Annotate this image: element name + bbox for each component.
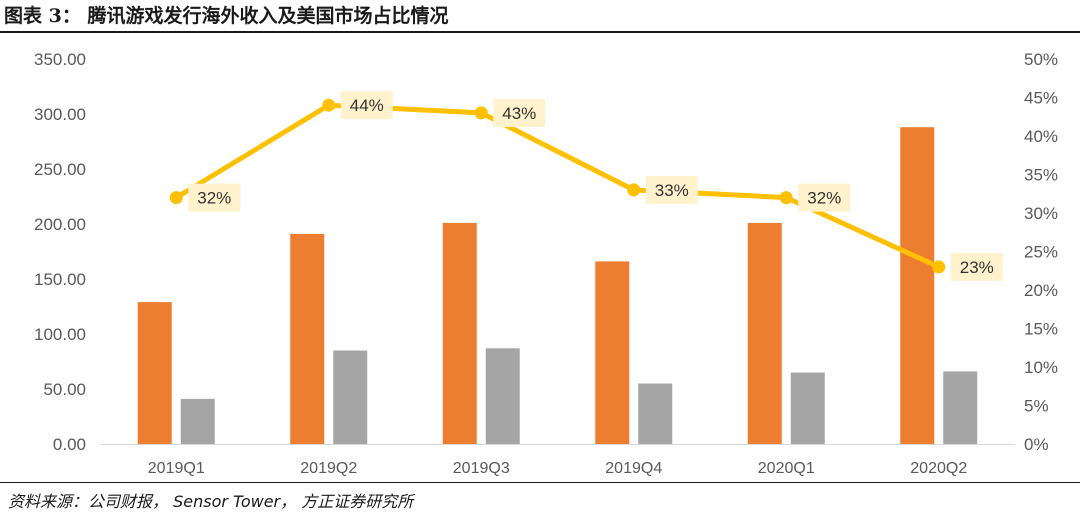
line-data-labels: 32% 44% 43% 33% 32% 23% xyxy=(188,91,1003,281)
y-right-tick-label: 40% xyxy=(1024,127,1058,146)
bar-series xyxy=(137,127,978,444)
data-label-bg xyxy=(340,91,393,120)
bar-1-2019Q3 xyxy=(442,222,477,444)
data-label-2019Q1: 32% xyxy=(197,189,231,208)
source-rule xyxy=(0,482,1080,483)
y-left-tick-label: 200.00 xyxy=(34,215,86,234)
y-right-tick-label: 30% xyxy=(1024,204,1058,223)
figure-title: 图表 3： 腾讯游戏发行海外收入及美国市场占比情况 xyxy=(4,5,449,27)
line-point-2020Q2 xyxy=(932,260,946,274)
figure-source: 资料来源：公司财报， Sensor Tower， 方正证券研究所 xyxy=(8,492,414,511)
y-left-tick-label: 250.00 xyxy=(34,160,86,179)
y-right-tick-label: 20% xyxy=(1024,281,1058,300)
line-point-2019Q4 xyxy=(627,183,641,197)
y-right-axis: 0% 5% 10% 15% 20% 25% 30% 35% 40% 45% 50% xyxy=(1024,50,1058,454)
data-label-2020Q1: 32% xyxy=(807,189,841,208)
y-left-tick-label: 150.00 xyxy=(34,270,86,289)
bar-2-2019Q4 xyxy=(638,383,673,444)
y-left-tick-label: 100.00 xyxy=(34,325,86,344)
data-label-bg xyxy=(798,183,851,212)
y-right-tick-label: 35% xyxy=(1024,166,1058,185)
data-label-2019Q2: 44% xyxy=(350,96,384,115)
bar-2-2019Q3 xyxy=(485,348,520,444)
y-right-tick-label: 0% xyxy=(1024,435,1049,454)
line-point-2019Q3 xyxy=(474,106,488,120)
bar-2-2019Q2 xyxy=(333,350,368,444)
bar-1-2019Q4 xyxy=(595,261,630,444)
bar-2-2020Q1 xyxy=(790,372,825,444)
y-right-tick-label: 45% xyxy=(1024,89,1058,108)
bar-1-2020Q1 xyxy=(747,222,782,444)
bar-1-2019Q2 xyxy=(290,233,325,444)
line-point-2019Q2 xyxy=(322,98,336,112)
y-right-tick-label: 15% xyxy=(1024,320,1058,339)
data-label-2020Q2: 23% xyxy=(960,258,994,277)
data-label-2019Q3: 43% xyxy=(502,104,536,123)
title-rule xyxy=(0,31,1080,33)
data-label-2019Q4: 33% xyxy=(655,181,689,200)
x-tick-label: 2020Q2 xyxy=(910,460,967,477)
bar-1-2019Q1 xyxy=(137,302,172,444)
data-label-bg xyxy=(188,183,241,212)
y-left-tick-label: 0.00 xyxy=(53,435,86,454)
bar-2-2019Q1 xyxy=(180,398,215,444)
x-axis: 2019Q1 2019Q2 2019Q3 2019Q4 2020Q1 2020Q2 xyxy=(148,460,968,477)
y-right-tick-label: 5% xyxy=(1024,397,1049,416)
y-right-tick-label: 50% xyxy=(1024,50,1058,69)
y-left-axis: 0.00 50.00 100.00 150.00 200.00 250.00 300.00 3… xyxy=(34,50,86,454)
y-right-tick-label: 25% xyxy=(1024,243,1058,262)
x-tick-label: 2019Q4 xyxy=(605,460,662,477)
line-point-2020Q1 xyxy=(779,191,793,205)
x-tick-label: 2019Q3 xyxy=(453,460,510,477)
y-left-tick-label: 50.00 xyxy=(43,380,86,399)
x-tick-label: 2019Q2 xyxy=(300,460,357,477)
y-left-tick-label: 300.00 xyxy=(34,105,86,124)
data-label-bg xyxy=(493,98,546,127)
data-label-bg xyxy=(645,175,698,204)
x-tick-label: 2020Q1 xyxy=(758,460,815,477)
y-right-tick-label: 10% xyxy=(1024,358,1058,377)
x-tick-label: 2019Q1 xyxy=(148,460,205,477)
y-left-tick-label: 350.00 xyxy=(34,50,86,69)
line-point-2019Q1 xyxy=(169,191,183,205)
bar-1-2020Q2 xyxy=(900,127,935,444)
data-label-bg xyxy=(950,252,1003,281)
combo-chart: 0.00 50.00 100.00 150.00 200.00 250.00 300.00 3… xyxy=(34,50,1058,477)
bar-2-2020Q2 xyxy=(943,371,978,444)
